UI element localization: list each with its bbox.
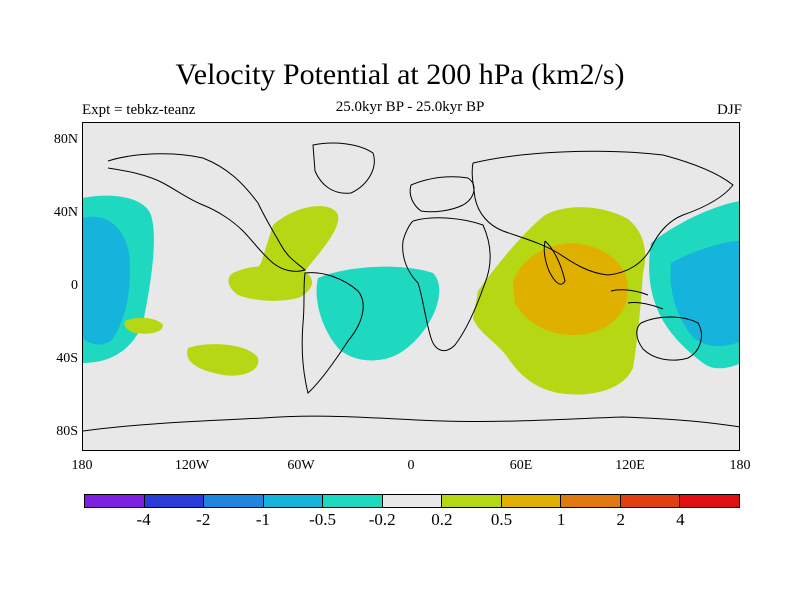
coastlines (83, 142, 739, 432)
colorbar (84, 494, 740, 508)
contour-indian-ocean-mid (513, 243, 628, 335)
colorbar-cell (561, 495, 621, 507)
colorbar-label: 1 (556, 510, 566, 529)
lat-label-eq: 0 (71, 278, 78, 293)
south-america-coast (301, 272, 364, 394)
colorbar-cell (204, 495, 264, 507)
lon-label-180w: 180 (71, 458, 93, 473)
indonesia-coast (610, 289, 664, 310)
contour-south-pacific-small (124, 317, 163, 334)
contour-central-america-pos (228, 266, 313, 301)
contour-atlantic-neg (316, 266, 440, 361)
lat-label-40n: 40N (53, 205, 78, 220)
colorbar-label: -0.2 (368, 510, 396, 529)
antarctica-coast (83, 415, 739, 432)
europe-coast (409, 176, 475, 213)
colorbar-cell (501, 495, 562, 507)
north-america-coast (107, 153, 307, 272)
lon-label-120w: 120W (174, 458, 210, 473)
lon-label-180e: 180 (729, 458, 751, 473)
lat-label-80s: 80S (56, 424, 78, 439)
india-coast (543, 240, 566, 285)
lat-label-40s: 40S (56, 351, 78, 366)
colorbar-cell (680, 495, 740, 507)
contour-south-pacific-pos (187, 344, 259, 376)
colorbar-label: 0.2 (431, 510, 453, 529)
colorbar-label: 4 (676, 510, 685, 529)
lon-label-60e: 60E (509, 458, 533, 473)
colorbar-label: -1 (255, 510, 270, 529)
chart-title: Velocity Potential at 200 hPa (km2/s) (175, 58, 625, 91)
colorbar-label: -0.5 (309, 510, 336, 529)
colorbar-label: -4 (136, 510, 151, 529)
colorbar-cell (85, 495, 145, 507)
colorbar-cell (442, 495, 502, 507)
colorbar-label: -2 (196, 510, 211, 529)
contour-maritime-neg-mid (670, 241, 739, 347)
colorbar-cell (323, 495, 383, 507)
map-panel (82, 122, 740, 451)
season-label: DJF (716, 102, 742, 118)
contour-west-pacific-mid (83, 216, 131, 345)
map-svg (83, 123, 739, 450)
colorbar-cell (620, 495, 681, 507)
experiment-label: Expt = tebkz-teanz (82, 102, 196, 118)
colorbar-label: 0.5 (490, 510, 513, 529)
greenland-coast (312, 142, 375, 194)
chart-subtitle: 25.0kyr BP - 25.0kyr BP (335, 99, 485, 115)
australia-coast (636, 316, 702, 361)
lat-label-80n: 80N (53, 132, 78, 147)
colorbar-cell (263, 495, 324, 507)
lon-label-60w: 60W (287, 458, 315, 473)
lon-label-0: 0 (407, 458, 415, 473)
lon-label-120e: 120E (615, 458, 645, 473)
colorbar-label: 2 (616, 510, 625, 529)
colorbar-cell (382, 495, 443, 507)
colorbar-cell (144, 495, 205, 507)
africa-coast (402, 217, 491, 352)
asia-coast (471, 150, 734, 276)
